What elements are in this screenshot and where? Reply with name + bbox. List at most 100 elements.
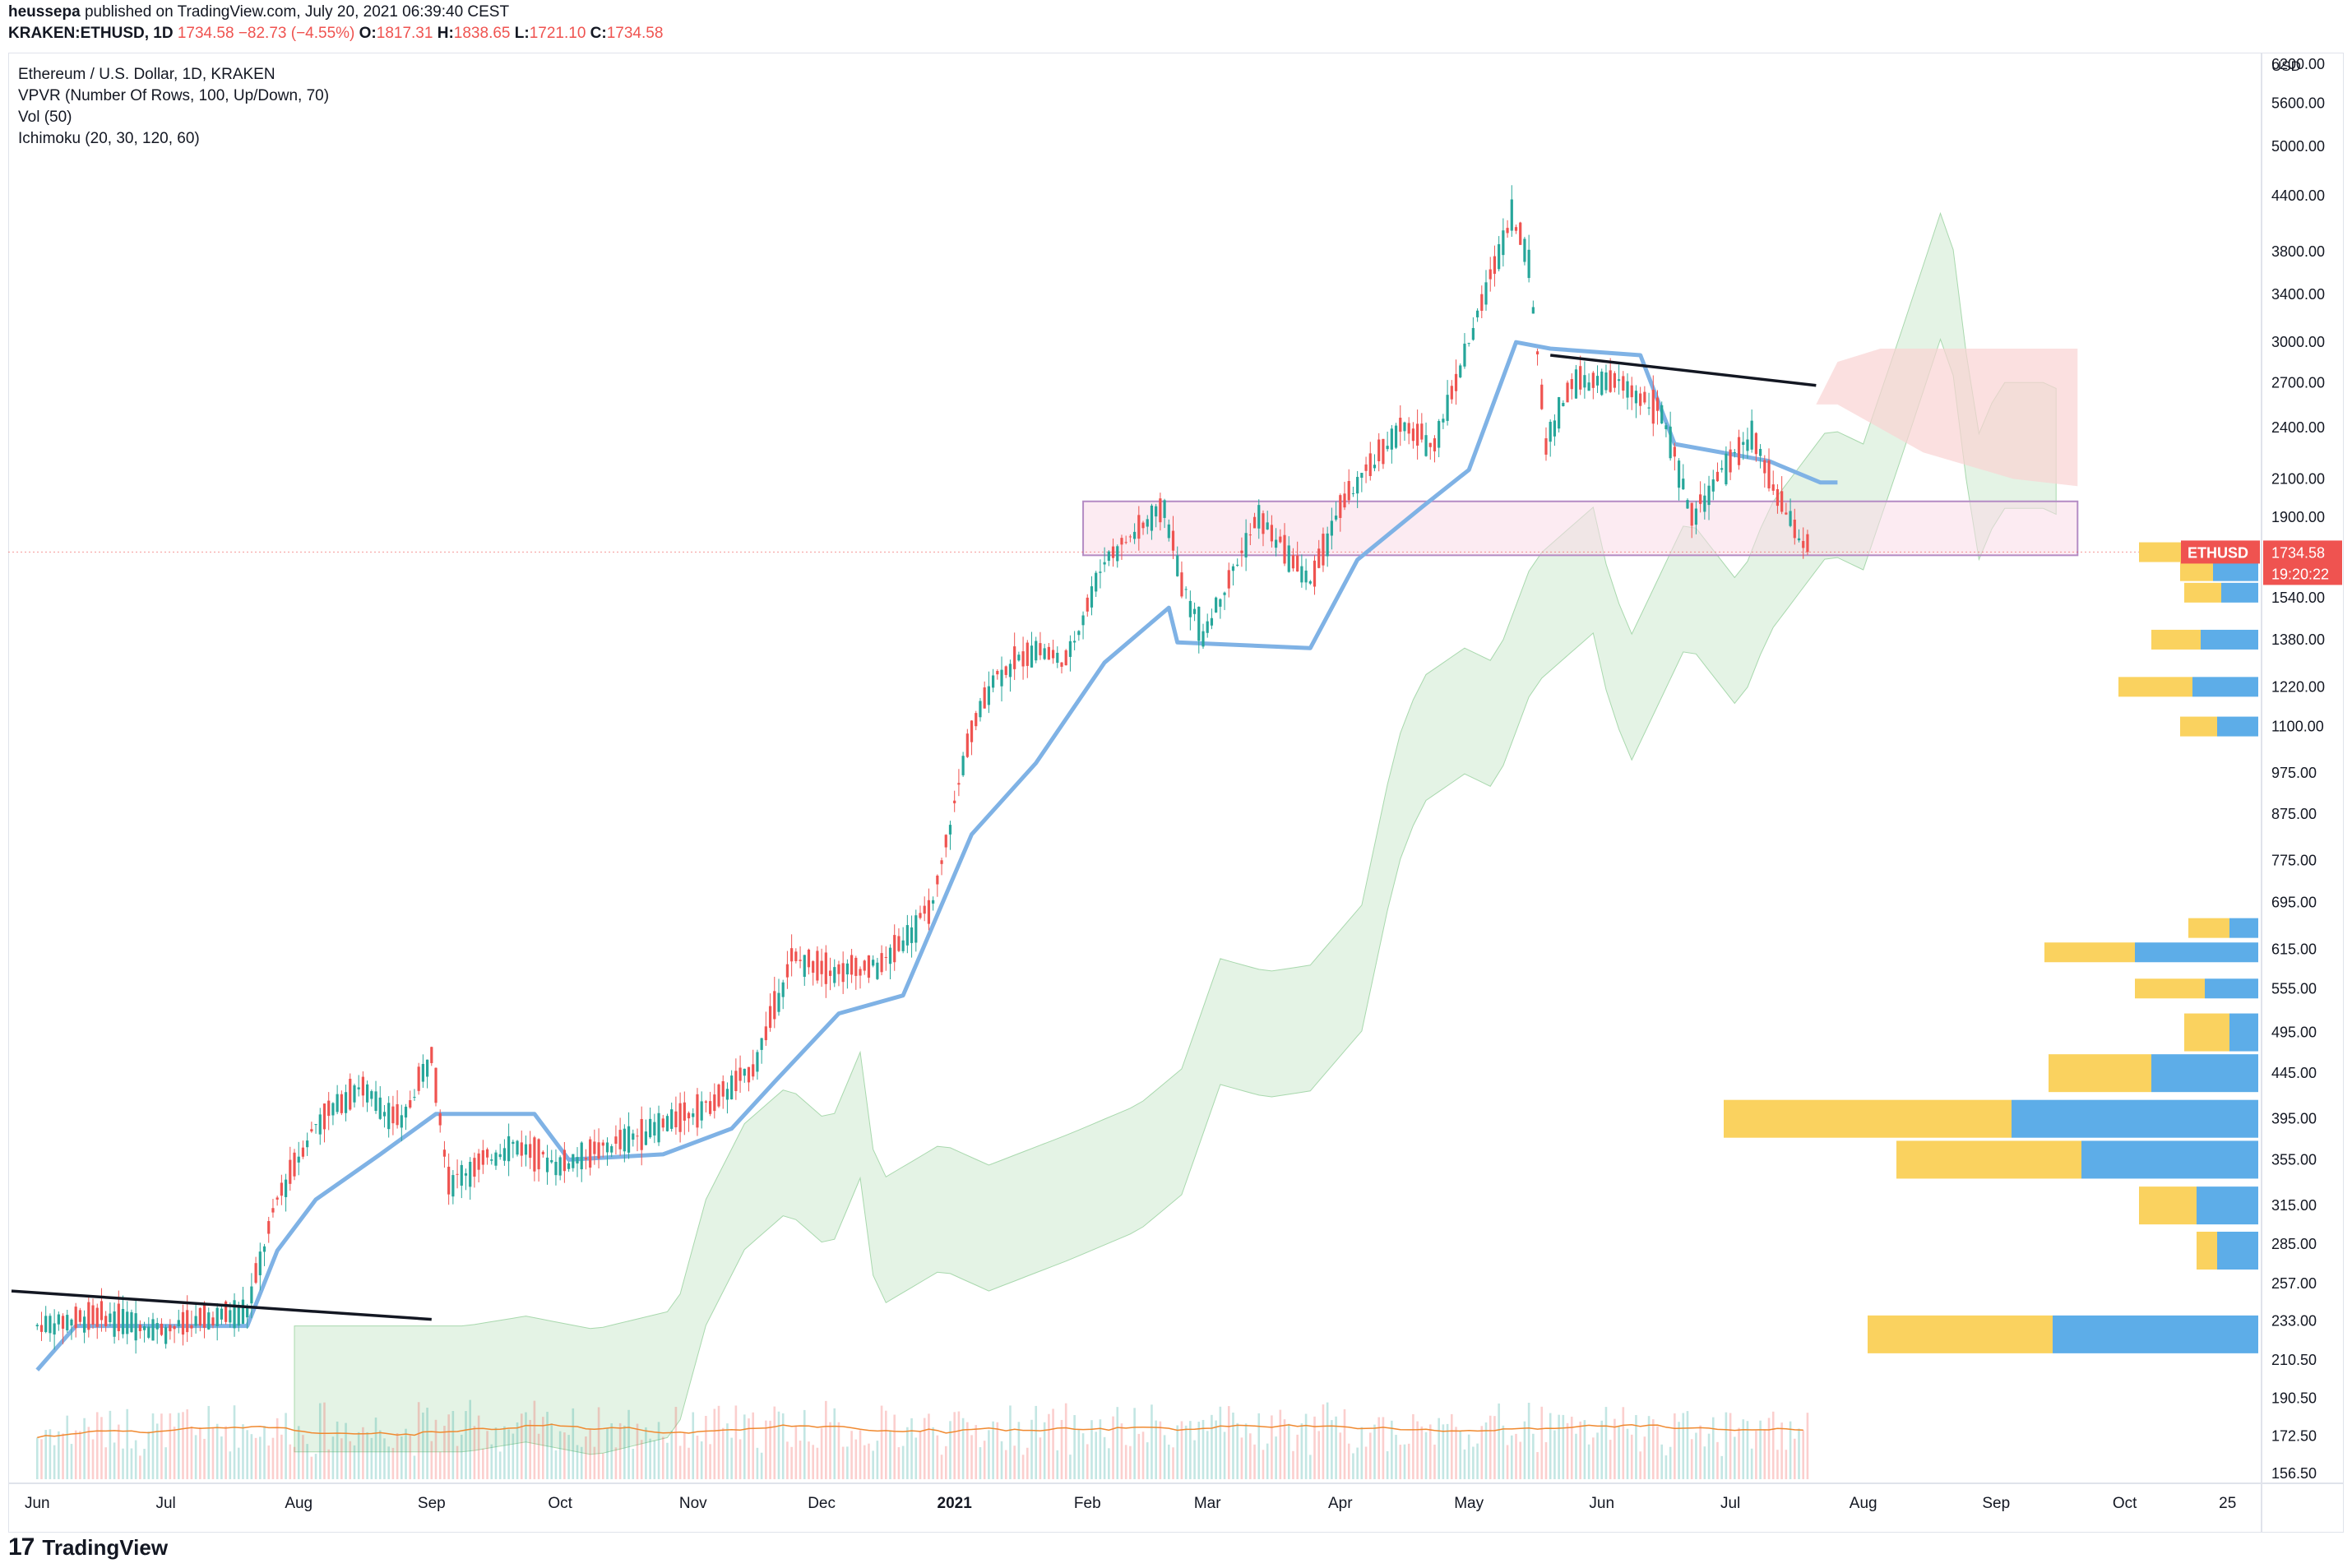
candle-body <box>550 1159 553 1163</box>
volume-bar <box>1108 1448 1110 1479</box>
volume-bar <box>1048 1413 1050 1479</box>
volume-bar <box>134 1440 137 1479</box>
candle-body <box>905 925 909 946</box>
volume-bar <box>1356 1447 1359 1479</box>
candle-body <box>1030 645 1034 668</box>
candle-body <box>1647 407 1651 409</box>
candle-body <box>1519 222 1522 245</box>
legend-ichimoku[interactable]: Ichimoku (20, 30, 120, 60) <box>18 130 200 147</box>
symbol-tag-label: ETHUSD <box>2188 544 2248 561</box>
author[interactable]: heussepa <box>8 3 81 21</box>
volume-bar <box>1141 1432 1145 1479</box>
volume-bar <box>83 1418 86 1479</box>
volume-bar <box>572 1408 575 1479</box>
publisher-line: heussepa published on TradingView.com, J… <box>8 3 509 21</box>
candle-body <box>1583 375 1586 388</box>
volume-bar <box>1806 1413 1809 1479</box>
volume-bar <box>769 1420 771 1479</box>
candle-body <box>1694 508 1698 525</box>
candle-body <box>927 900 931 924</box>
kijun-sen-line <box>35 340 1838 1371</box>
candle-body <box>229 1310 232 1323</box>
candle-body <box>1215 597 1218 613</box>
candle-body <box>1137 515 1141 539</box>
volume-profile-up <box>2213 561 2258 581</box>
candle-body <box>1587 382 1590 391</box>
candle-body <box>653 1122 656 1136</box>
volume-bar <box>781 1413 785 1479</box>
volume-bar <box>1360 1427 1364 1479</box>
time-tick-label: Mar <box>1194 1495 1221 1512</box>
candle-body <box>1035 641 1038 661</box>
time-tick-label: Jul <box>155 1495 175 1512</box>
volume-bar <box>250 1434 253 1479</box>
volume-bar <box>1197 1422 1201 1479</box>
volume-bar <box>1438 1418 1440 1479</box>
volume-bar <box>104 1447 107 1479</box>
volume-profile-up <box>2217 1231 2258 1270</box>
volume-bar <box>846 1446 849 1479</box>
volume-bar <box>409 1435 412 1479</box>
candle-body <box>1236 564 1239 567</box>
candle-body <box>657 1112 660 1143</box>
volume-bar <box>229 1451 232 1479</box>
candle-body <box>78 1310 81 1322</box>
volume-bar <box>1249 1433 1252 1479</box>
volume-bar <box>567 1435 570 1479</box>
volume-bar <box>486 1431 488 1479</box>
volume-bar <box>1112 1416 1114 1479</box>
volume-bar <box>627 1409 630 1479</box>
volume-bar <box>1095 1432 1097 1479</box>
price-tick-label: 1220.00 <box>2271 678 2325 695</box>
candle-body <box>151 1319 155 1341</box>
time-tick-label: Oct <box>548 1495 572 1512</box>
volume-bar <box>1035 1405 1038 1479</box>
candle-body <box>1411 428 1415 442</box>
candle-body <box>1073 641 1076 643</box>
candle-body <box>541 1151 544 1154</box>
candle-body <box>1463 343 1466 367</box>
volume-bar <box>1424 1432 1428 1479</box>
volume-bar <box>1116 1407 1119 1479</box>
legend-vpvr[interactable]: VPVR (Number Of Rows, 100, Up/Down, 70) <box>18 87 330 104</box>
candle-body <box>764 1026 767 1041</box>
candle-body <box>1257 505 1261 529</box>
candle-body <box>109 1313 112 1323</box>
volume-bar <box>254 1437 257 1479</box>
volume-bar <box>345 1422 347 1479</box>
volume-bar <box>1193 1440 1196 1479</box>
volume-bar <box>996 1422 999 1479</box>
candle-body <box>1707 485 1711 506</box>
candle-body <box>1789 511 1792 526</box>
volume-profile-down <box>2049 1054 2151 1093</box>
close-label: C: <box>590 25 607 42</box>
legend-title[interactable]: Ethereum / U.S. Dollar, 1D, KRAKEN <box>18 66 275 83</box>
candle-body <box>1056 652 1059 664</box>
candle-body <box>430 1047 433 1063</box>
candle-body <box>1248 534 1252 536</box>
candle-body <box>1562 403 1565 406</box>
volume-bar <box>1391 1420 1393 1479</box>
candle-body <box>777 992 780 1012</box>
volume-bar <box>700 1441 703 1479</box>
candle-body <box>134 1313 137 1341</box>
volume-bar <box>1159 1421 1162 1479</box>
volume-bar <box>1596 1432 1599 1479</box>
candle-body <box>1111 546 1115 558</box>
tradingview-logo-icon: 17 <box>8 1533 35 1561</box>
chart-frame <box>8 53 2344 1533</box>
volume-bar <box>1467 1434 1470 1479</box>
volume-bar <box>914 1437 918 1479</box>
candle-body <box>1758 449 1762 456</box>
volume-bar <box>400 1436 403 1479</box>
time-tick-label: Nov <box>679 1495 707 1512</box>
volume-bar <box>160 1413 163 1479</box>
volume-bar <box>211 1427 215 1479</box>
volume-bar <box>1275 1436 1277 1479</box>
symbol-tag <box>2181 540 2260 564</box>
legend-vol[interactable]: Vol (50) <box>18 109 72 126</box>
tradingview-brand[interactable]: TradingView <box>42 1534 169 1560</box>
volume-bar <box>1656 1426 1659 1479</box>
volume-bar <box>293 1446 296 1479</box>
